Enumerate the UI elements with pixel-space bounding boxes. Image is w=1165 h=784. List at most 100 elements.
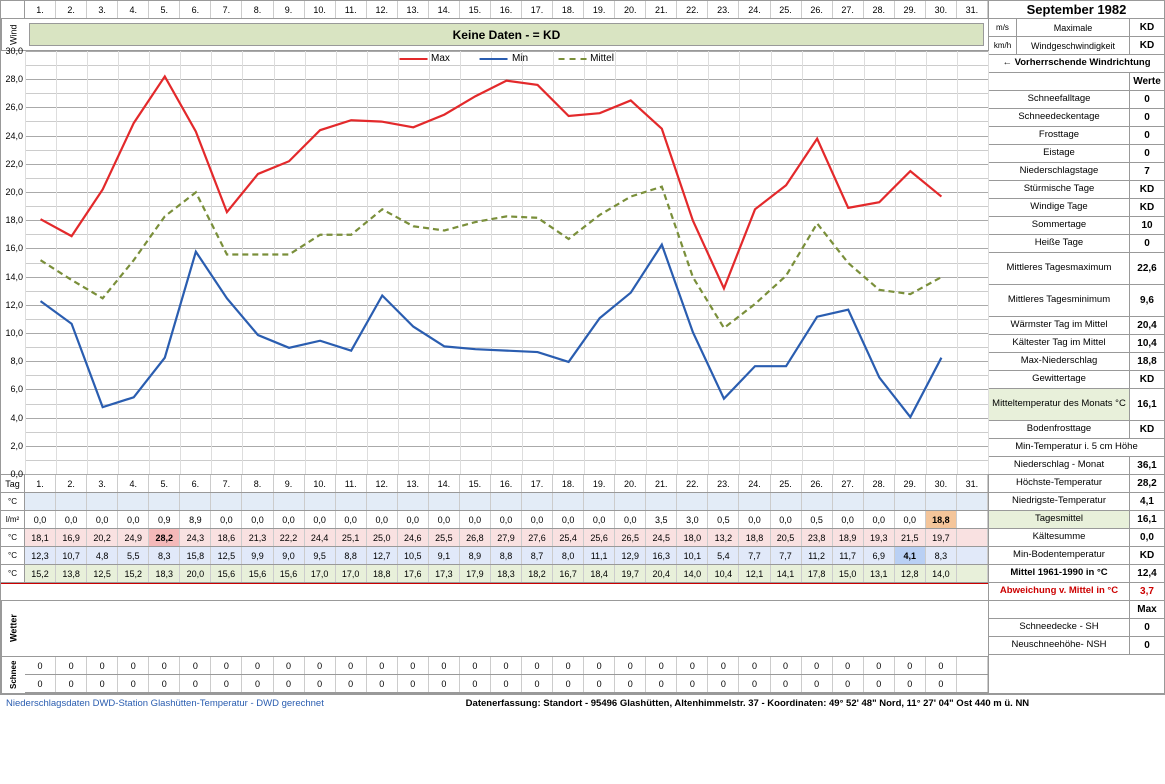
data-cell: 20,0 xyxy=(180,565,211,582)
data-cell: 0 xyxy=(242,657,273,674)
data-cell: 0 xyxy=(211,657,242,674)
data-cell: 25,4 xyxy=(553,529,584,546)
data-cell: 8,9 xyxy=(460,547,491,564)
data-cell: 0,0 xyxy=(864,511,895,528)
data-cell: 18,0 xyxy=(677,529,708,546)
data-cell: 17,6 xyxy=(398,565,429,582)
data-cell: 5,5 xyxy=(118,547,149,564)
kd-banner: Keine Daten - = KD xyxy=(29,23,984,46)
data-cell: 25,1 xyxy=(336,529,367,546)
day-cell: 27. xyxy=(833,475,864,492)
data-cell xyxy=(242,493,273,510)
data-cell xyxy=(149,493,180,510)
data-cell: 18,1 xyxy=(25,529,56,546)
data-cell: 0,0 xyxy=(118,511,149,528)
data-cell xyxy=(553,493,584,510)
precip-month-label: Niederschlag - Monat xyxy=(989,457,1129,474)
temperature-chart: 0,02,04,06,08,010,012,014,016,018,020,02… xyxy=(1,51,988,475)
stat-row: Frosttage0 xyxy=(989,127,1164,145)
data-cell: 0 xyxy=(584,675,615,692)
data-cell: 0 xyxy=(584,657,615,674)
footer: Niederschlagsdaten DWD-Station Glashütte… xyxy=(0,694,1165,712)
row-nsh: 000000000000000000000000000000 xyxy=(25,675,988,693)
data-cell: 0 xyxy=(25,675,56,692)
data-cell: 12,8 xyxy=(895,565,926,582)
data-cell: 0 xyxy=(87,657,118,674)
data-cell xyxy=(708,493,739,510)
day-cell: 26. xyxy=(802,475,833,492)
footer-location: Datenerfassung: Standort - 95496 Glashüt… xyxy=(330,698,1165,709)
data-cell: 0 xyxy=(771,657,802,674)
schnee-label: Schnee xyxy=(1,657,25,693)
data-cell: 0 xyxy=(646,657,677,674)
data-cell: 0 xyxy=(491,675,522,692)
data-cell: 25,5 xyxy=(429,529,460,546)
data-cell: 0 xyxy=(646,675,677,692)
stat-row: BodenfrosttageKD xyxy=(989,421,1164,439)
wind-band: Wind Keine Daten - = KD xyxy=(1,19,988,51)
day-cell: 29. xyxy=(895,1,926,18)
data-cell xyxy=(56,493,87,510)
data-cell: 12,5 xyxy=(87,565,118,582)
wetter-block: Wetter xyxy=(1,601,988,657)
stat-row: Windige TageKD xyxy=(989,199,1164,217)
data-cell xyxy=(87,493,118,510)
data-cell xyxy=(367,493,398,510)
data-cell xyxy=(957,529,988,546)
stat-row: Kältester Tag im Mittel10,4 xyxy=(989,335,1164,353)
data-cell: 24,6 xyxy=(398,529,429,546)
data-cell: 0 xyxy=(367,675,398,692)
day-cell: 19. xyxy=(584,475,615,492)
data-cell: 17,0 xyxy=(305,565,336,582)
day-cell: 8. xyxy=(242,475,273,492)
data-cell: 0,0 xyxy=(336,511,367,528)
day-cell: 1. xyxy=(25,475,56,492)
data-cell: 0,0 xyxy=(25,511,56,528)
day-cell: 11. xyxy=(336,475,367,492)
data-cell: 0 xyxy=(833,657,864,674)
data-cell: 0,0 xyxy=(522,511,553,528)
stat-row: Sommertage10 xyxy=(989,217,1164,235)
data-cell xyxy=(771,493,802,510)
day-header-top: 1.2.3.4.5.6.7.8.9.10.11.12.13.14.15.16.1… xyxy=(1,1,988,19)
data-cell: 25,6 xyxy=(584,529,615,546)
day-header-bottom: Tag 1.2.3.4.5.6.7.8.9.10.11.12.13.14.15.… xyxy=(1,475,988,493)
day-cell: 6. xyxy=(180,1,211,18)
data-cell: 16,9 xyxy=(56,529,87,546)
data-cell xyxy=(895,493,926,510)
day-cell: 13. xyxy=(398,1,429,18)
data-cell: 0 xyxy=(491,657,522,674)
data-cell: 0 xyxy=(274,657,305,674)
data-cell: 4,8 xyxy=(87,547,118,564)
row-temp5cm: °C xyxy=(1,493,988,511)
data-cell: 0,0 xyxy=(584,511,615,528)
data-cell xyxy=(336,493,367,510)
data-cell: 15,2 xyxy=(118,565,149,582)
day-cell: 30. xyxy=(926,1,957,18)
day-cell: 15. xyxy=(460,1,491,18)
data-cell: 15,6 xyxy=(274,565,305,582)
data-cell: 15,8 xyxy=(180,547,211,564)
stat-row: Eistage0 xyxy=(989,145,1164,163)
data-cell: 0 xyxy=(522,657,553,674)
schnee-block: Schnee 000000000000000000000000000000 00… xyxy=(1,657,988,693)
data-cell xyxy=(615,493,646,510)
data-cell xyxy=(180,493,211,510)
data-cell: 24,3 xyxy=(180,529,211,546)
day-cell: 5. xyxy=(149,475,180,492)
data-cell: 0,0 xyxy=(305,511,336,528)
data-cell: 0 xyxy=(895,657,926,674)
data-cell: 0,0 xyxy=(615,511,646,528)
data-cell: 0 xyxy=(25,657,56,674)
day-cell: 20. xyxy=(615,475,646,492)
data-cell xyxy=(460,493,491,510)
data-cell: 0,0 xyxy=(833,511,864,528)
data-cell xyxy=(957,657,988,674)
data-cell: 17,0 xyxy=(336,565,367,582)
data-cell: 0 xyxy=(118,675,149,692)
day-cell: 2. xyxy=(56,1,87,18)
day-cell: 18. xyxy=(553,475,584,492)
day-cell: 31. xyxy=(957,475,988,492)
data-cell: 13,8 xyxy=(56,565,87,582)
legend-min: Min xyxy=(512,53,528,64)
